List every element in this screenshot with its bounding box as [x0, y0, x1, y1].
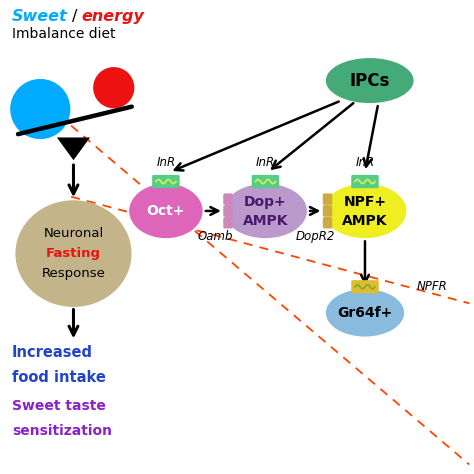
- Text: Oct+: Oct+: [147, 204, 185, 218]
- FancyBboxPatch shape: [323, 205, 332, 217]
- Ellipse shape: [224, 183, 307, 238]
- FancyBboxPatch shape: [351, 280, 379, 293]
- Circle shape: [11, 80, 70, 138]
- Text: Fasting: Fasting: [46, 247, 101, 260]
- Text: Sweet: Sweet: [12, 9, 67, 24]
- Polygon shape: [57, 137, 90, 160]
- Text: food intake: food intake: [12, 370, 106, 385]
- Text: AMPK: AMPK: [243, 214, 288, 228]
- Text: energy: energy: [82, 9, 145, 24]
- Text: AMPK: AMPK: [342, 214, 388, 228]
- Text: Sweet taste: Sweet taste: [12, 399, 106, 413]
- FancyBboxPatch shape: [223, 205, 233, 217]
- Text: NPF+: NPF+: [344, 195, 386, 210]
- FancyBboxPatch shape: [252, 175, 279, 188]
- Text: Oamb: Oamb: [198, 230, 233, 244]
- Text: Response: Response: [42, 267, 105, 280]
- Text: InR: InR: [256, 156, 275, 169]
- FancyBboxPatch shape: [223, 193, 233, 205]
- Text: InR: InR: [156, 156, 175, 169]
- FancyBboxPatch shape: [323, 217, 332, 228]
- Ellipse shape: [324, 183, 407, 238]
- Text: Gr64f+: Gr64f+: [337, 306, 392, 320]
- Text: NPFR: NPFR: [417, 280, 448, 293]
- FancyBboxPatch shape: [152, 175, 180, 188]
- Text: Dop+: Dop+: [244, 195, 287, 210]
- Ellipse shape: [326, 289, 404, 337]
- Ellipse shape: [15, 200, 132, 307]
- FancyBboxPatch shape: [351, 175, 379, 188]
- Text: /: /: [72, 9, 77, 24]
- Ellipse shape: [326, 58, 413, 103]
- Text: InR: InR: [356, 156, 374, 169]
- Text: Increased: Increased: [12, 345, 93, 360]
- Text: Neuronal: Neuronal: [43, 227, 104, 240]
- FancyBboxPatch shape: [223, 217, 233, 228]
- Text: Imbalance diet: Imbalance diet: [12, 27, 115, 42]
- Ellipse shape: [129, 183, 203, 238]
- Text: sensitization: sensitization: [12, 424, 112, 438]
- Circle shape: [94, 68, 134, 108]
- Text: IPCs: IPCs: [349, 72, 390, 90]
- FancyBboxPatch shape: [323, 193, 332, 205]
- Text: DopR2: DopR2: [295, 230, 335, 244]
